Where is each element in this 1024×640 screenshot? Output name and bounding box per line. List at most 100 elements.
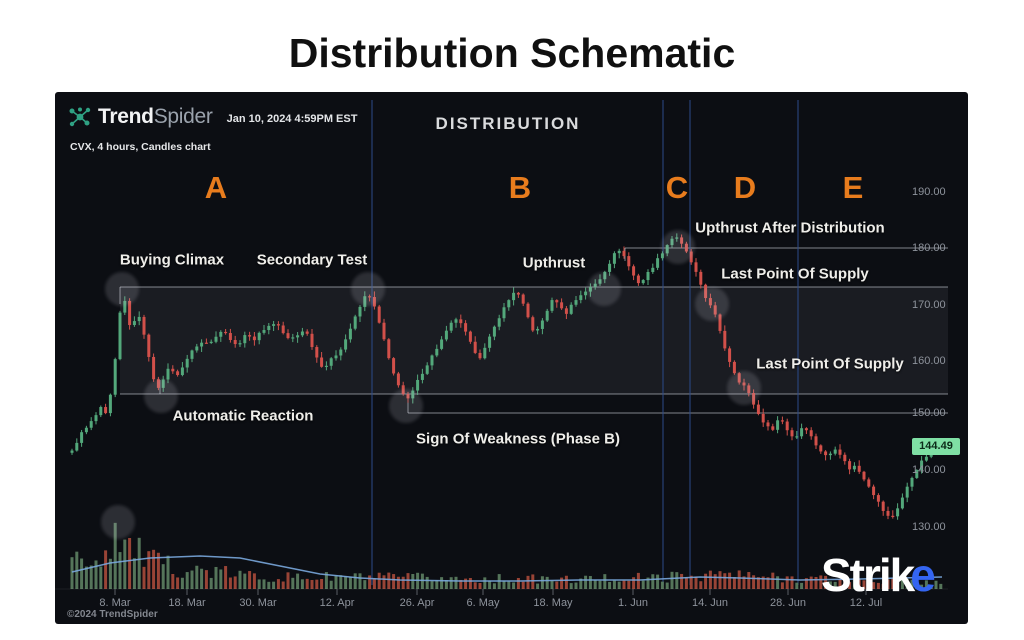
volume-bar xyxy=(881,583,885,589)
candle xyxy=(176,371,180,376)
highlight-circle xyxy=(661,230,695,264)
candle xyxy=(891,515,895,518)
volume-bar xyxy=(459,579,463,589)
candle xyxy=(209,341,213,343)
volume-bar xyxy=(771,572,775,589)
volume-bar xyxy=(305,578,309,589)
volume-bar xyxy=(113,522,117,589)
date-axis-label: 28. Jun xyxy=(769,597,807,609)
candle xyxy=(675,237,679,239)
candle xyxy=(881,501,885,511)
candle xyxy=(776,420,780,430)
candle xyxy=(632,266,636,276)
volume-bar xyxy=(694,576,698,589)
date-axis-label: 1. Jun xyxy=(618,597,648,609)
candle xyxy=(766,422,770,427)
volume-bar xyxy=(507,581,511,589)
candle xyxy=(584,291,588,296)
volume-bar xyxy=(627,580,631,589)
annotation-text: Last Point Of Supply xyxy=(756,355,904,373)
candle xyxy=(214,336,218,342)
candle xyxy=(636,275,640,284)
volume-bar xyxy=(123,539,127,589)
candle xyxy=(886,510,890,516)
volume-bar xyxy=(89,565,93,589)
volume-bar xyxy=(209,577,213,589)
candle xyxy=(195,346,199,351)
candle xyxy=(377,306,381,323)
volume-bar xyxy=(512,582,516,589)
candle xyxy=(728,348,732,362)
candle xyxy=(108,394,112,414)
volume-bar xyxy=(392,574,396,589)
candle xyxy=(272,324,276,326)
volume-bar xyxy=(228,577,232,589)
volume-bar xyxy=(161,564,165,589)
candle xyxy=(521,294,525,304)
date-axis-label: 8. Mar xyxy=(99,597,131,609)
volume-bar xyxy=(776,576,780,589)
candle xyxy=(569,304,573,314)
candle xyxy=(737,373,741,383)
candle xyxy=(689,251,693,263)
volume-bar xyxy=(780,582,784,589)
candle xyxy=(560,302,564,309)
volume-bar xyxy=(142,566,146,589)
phase-label-d: D xyxy=(733,170,757,205)
candle xyxy=(660,253,664,259)
candle xyxy=(128,300,132,326)
volume-bar xyxy=(224,566,228,589)
volume-bar xyxy=(248,571,252,589)
volume-ma-line xyxy=(71,555,943,582)
volume-bar xyxy=(300,579,304,589)
volume-bar xyxy=(94,560,98,589)
volume-bar xyxy=(608,581,612,589)
volume-bar xyxy=(641,580,645,589)
candle xyxy=(401,385,405,395)
volume-bar xyxy=(656,574,660,589)
candle xyxy=(516,292,520,295)
volume-bar xyxy=(420,573,424,589)
volume-bar xyxy=(516,577,520,589)
volume-bar xyxy=(646,577,650,589)
date-axis-label: 18. May xyxy=(533,597,573,609)
candle xyxy=(219,331,223,337)
volume-bar xyxy=(785,576,789,589)
candlestick-chart[interactable] xyxy=(55,92,968,624)
volume-bar xyxy=(478,583,482,589)
volume-bar xyxy=(387,572,391,589)
volume-bar xyxy=(612,580,616,589)
volume-bar xyxy=(281,581,285,589)
volume-bar xyxy=(204,570,208,589)
candle xyxy=(248,335,252,337)
candle xyxy=(238,343,242,345)
annotation-text: Secondary Test xyxy=(256,251,368,269)
volume-bar xyxy=(617,581,621,589)
volume-bar xyxy=(857,579,861,589)
candle xyxy=(790,430,794,437)
candle xyxy=(536,328,540,331)
volume-bar xyxy=(833,581,837,589)
strike-logo-white: Strik xyxy=(821,549,915,601)
candle xyxy=(492,326,496,337)
volume-bar xyxy=(632,577,636,589)
highlight-circle xyxy=(727,371,761,405)
candle xyxy=(900,497,904,509)
date-axis-label: 6. May xyxy=(466,597,500,609)
candle xyxy=(756,404,760,414)
highlight-circle xyxy=(144,379,178,413)
volume-bar xyxy=(867,582,871,589)
annotation-text: Last Point Of Supply xyxy=(721,265,869,283)
volume-bar xyxy=(665,582,669,589)
volume-bar xyxy=(488,580,492,589)
volume-bar xyxy=(560,577,564,589)
candle xyxy=(641,280,645,284)
candle xyxy=(190,350,194,359)
distribution-heading: DISTRIBUTION xyxy=(435,114,581,133)
candle xyxy=(75,442,79,451)
schematic-layer xyxy=(119,247,948,414)
volume-bar xyxy=(536,583,540,589)
volume-bar xyxy=(99,566,103,589)
candle xyxy=(540,320,544,329)
